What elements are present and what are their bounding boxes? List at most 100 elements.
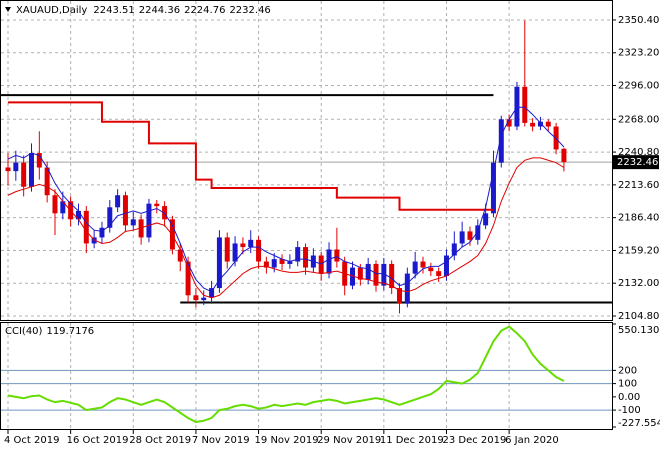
candle-body bbox=[404, 273, 410, 304]
header-open: 2243.51 bbox=[93, 5, 134, 16]
candle-body bbox=[295, 247, 301, 262]
candle-body bbox=[5, 167, 11, 172]
candle-body bbox=[514, 86, 520, 127]
y-tick-label: 2159.20 bbox=[618, 245, 659, 256]
x-tick-label: 19 Nov 2019 bbox=[255, 435, 319, 446]
y-tick-label: 100 bbox=[618, 379, 637, 390]
candle-body bbox=[13, 162, 19, 172]
price-label: 2232.46 bbox=[617, 157, 658, 168]
candle-body bbox=[146, 203, 152, 238]
symbol-title: XAUAUD,Daily bbox=[16, 5, 87, 16]
header-low: 2224.76 bbox=[184, 5, 225, 16]
candle-body bbox=[537, 121, 543, 127]
candle-body bbox=[240, 243, 246, 248]
price-label-box bbox=[613, 155, 659, 170]
candle-body bbox=[248, 239, 254, 248]
candle-body bbox=[498, 119, 504, 163]
plot-layer bbox=[1, 1, 616, 434]
candle-body bbox=[154, 203, 160, 207]
candle-body bbox=[271, 259, 277, 268]
candle-body bbox=[428, 267, 434, 272]
y-tick-label: 2323.20 bbox=[618, 48, 659, 59]
y-tick-label: -227.5547 bbox=[618, 418, 660, 429]
candle-body bbox=[162, 206, 168, 220]
y-tick-label: -100 bbox=[618, 405, 641, 416]
candle-body bbox=[436, 271, 442, 277]
candle-body bbox=[318, 255, 324, 274]
candle-body bbox=[381, 263, 387, 286]
candle-body bbox=[287, 261, 293, 264]
candle-body bbox=[138, 219, 144, 238]
candle-body bbox=[483, 213, 489, 226]
x-tick-label: 11 Dec 2019 bbox=[380, 435, 444, 446]
candle-body bbox=[561, 148, 567, 163]
y-tick-label: 2186.40 bbox=[618, 213, 659, 224]
candle-body bbox=[490, 162, 496, 214]
x-tick-label: 29 Nov 2019 bbox=[317, 435, 381, 446]
candle-body bbox=[263, 261, 269, 268]
x-tick-label: 28 Oct 2019 bbox=[129, 435, 191, 446]
header-close: 2232.46 bbox=[229, 5, 270, 16]
step-line bbox=[8, 101, 494, 211]
y-tick-label: 200 bbox=[618, 365, 637, 376]
candle-body bbox=[334, 249, 340, 262]
cci-header: CCI(40) 119.7176 bbox=[5, 326, 94, 337]
candle-body bbox=[21, 162, 27, 187]
candle-body bbox=[475, 225, 481, 240]
candle-body bbox=[83, 210, 89, 244]
candle-body bbox=[279, 259, 285, 264]
x-tick-label: 23 Dec 2019 bbox=[442, 435, 506, 446]
candle-body bbox=[256, 239, 262, 262]
candle-body bbox=[60, 201, 66, 214]
main-frame bbox=[0, 0, 613, 321]
y-tick-label: 2132.00 bbox=[618, 278, 659, 289]
moving-average bbox=[7, 106, 565, 293]
candle-body bbox=[357, 267, 363, 280]
candle-body bbox=[122, 195, 128, 226]
candle-body bbox=[193, 295, 199, 301]
candle-body bbox=[303, 247, 309, 268]
menu-arrow bbox=[5, 7, 11, 12]
candle-body bbox=[99, 227, 105, 238]
y-tick-label: 550.1303 bbox=[618, 325, 660, 336]
x-tick-label: 7 Nov 2019 bbox=[192, 435, 250, 446]
candle-body bbox=[397, 288, 402, 304]
candle-body bbox=[115, 195, 121, 208]
candle-body bbox=[467, 231, 473, 240]
cci-frame bbox=[0, 322, 613, 430]
candle-body bbox=[459, 231, 465, 244]
chart-header: XAUAUD,Daily 2243.51 2244.36 2224.76 2232.46 bbox=[16, 5, 271, 16]
moving-average bbox=[7, 157, 565, 299]
candle-body bbox=[52, 195, 58, 214]
candle-body bbox=[365, 263, 371, 280]
candle-body bbox=[443, 255, 449, 277]
candle-body bbox=[232, 243, 238, 262]
candle-body bbox=[326, 249, 332, 274]
candle-body bbox=[201, 297, 207, 301]
y-tick-label: 2296.00 bbox=[618, 81, 659, 92]
candle-body bbox=[545, 121, 551, 127]
candle-body bbox=[224, 237, 230, 262]
candle-body bbox=[28, 153, 34, 187]
candle-body bbox=[216, 237, 222, 289]
x-tick-label: 16 Oct 2019 bbox=[67, 435, 129, 446]
candle-body bbox=[451, 243, 457, 256]
candle-body bbox=[530, 122, 536, 127]
y-tick-label: 2240.80 bbox=[618, 147, 659, 158]
x-tick-label: 6 Jan 2020 bbox=[505, 435, 559, 446]
x-tick-label: 4 Oct 2019 bbox=[4, 435, 59, 446]
candle-body bbox=[130, 219, 136, 226]
candle-body bbox=[522, 86, 528, 123]
y-tick-label: 0.00 bbox=[618, 392, 640, 403]
y-tick-label: 2350.40 bbox=[618, 15, 659, 26]
candle-body bbox=[373, 263, 379, 286]
cci-line bbox=[7, 325, 565, 424]
candle-body bbox=[91, 237, 97, 244]
candle-body bbox=[506, 119, 512, 127]
candle-body bbox=[389, 263, 395, 289]
candle-body bbox=[44, 167, 50, 196]
candle-body bbox=[412, 261, 418, 274]
candle-body bbox=[107, 207, 113, 228]
